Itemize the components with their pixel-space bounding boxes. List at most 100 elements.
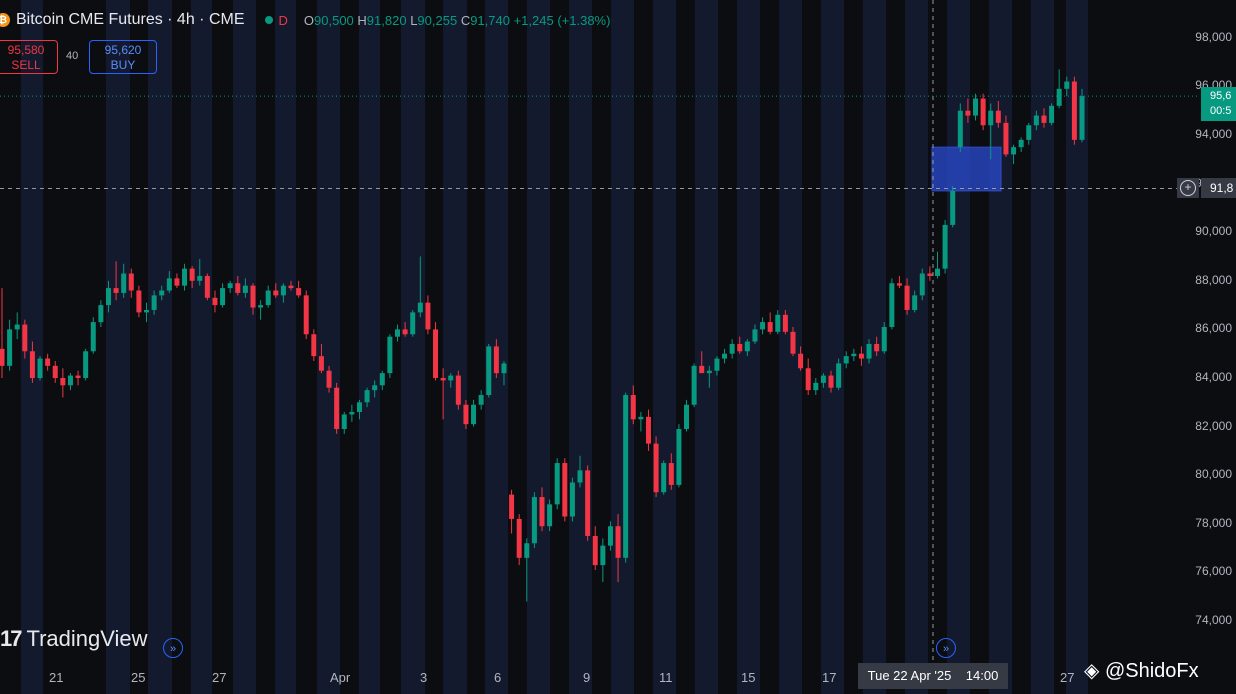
candle	[197, 258, 203, 286]
session-band	[611, 0, 634, 694]
candle-body	[105, 288, 111, 306]
candle-body	[0, 348, 5, 366]
candle-body	[379, 373, 385, 386]
candle-body	[919, 273, 925, 296]
candle	[607, 521, 613, 551]
candle	[820, 373, 826, 388]
candle-body	[440, 378, 446, 381]
spread-value: 40	[66, 50, 79, 62]
candle	[737, 336, 743, 354]
candle-body	[798, 353, 804, 369]
candle	[394, 324, 400, 342]
candle	[227, 280, 233, 293]
candle	[90, 317, 96, 354]
candle-body	[166, 278, 172, 291]
candle-body	[144, 309, 150, 313]
candle	[912, 290, 918, 313]
candle-body	[706, 370, 712, 374]
candle	[554, 458, 560, 510]
candle	[714, 356, 720, 376]
candle	[7, 319, 13, 371]
candle	[676, 424, 682, 488]
candle-body	[896, 283, 902, 286]
symbol-title[interactable]: Bitcoin CME Futures · 4h · CME	[16, 11, 245, 28]
candle-body	[1003, 122, 1009, 155]
candle	[1041, 108, 1047, 128]
candle-body	[942, 224, 948, 269]
candle-body	[60, 378, 66, 386]
session-band	[527, 0, 550, 694]
candle	[585, 465, 591, 541]
candle-body	[866, 343, 872, 359]
candle	[531, 492, 537, 549]
candle-body	[950, 190, 956, 225]
reference-lines	[0, 0, 1200, 660]
candle	[843, 351, 849, 369]
candle	[684, 399, 690, 432]
candle	[547, 499, 553, 532]
candle	[1003, 115, 1009, 157]
candle-body	[417, 302, 423, 313]
candle	[121, 263, 127, 298]
candle	[1026, 122, 1032, 145]
sell-button[interactable]: 95,580 SELL	[0, 40, 58, 74]
candle-body	[471, 404, 477, 425]
add-alert-button[interactable]: +	[1177, 178, 1199, 198]
ohlc-readout: O90,500 H91,820 L90,255 C91,740 +1,245 (…	[303, 12, 611, 28]
candle-body	[189, 268, 195, 281]
time-label: 25	[131, 670, 146, 685]
candle	[113, 261, 119, 301]
buy-price: 95,620	[104, 43, 142, 57]
candle	[798, 346, 804, 371]
candle-body	[387, 336, 393, 374]
diamond-logo-icon: ◈	[1084, 660, 1100, 682]
candle	[258, 300, 264, 320]
candle	[957, 103, 963, 153]
candle	[250, 283, 256, 315]
candle-body	[691, 365, 697, 405]
candle	[486, 343, 492, 398]
candle-body	[615, 526, 621, 558]
candle-body	[113, 288, 119, 293]
time-label: 27	[1060, 670, 1075, 685]
candle	[1056, 69, 1062, 109]
candle-body	[851, 353, 857, 357]
candle-body	[752, 329, 758, 342]
scroll-to-realtime-icon[interactable]: »	[936, 638, 956, 658]
tradingview-logo[interactable]: 17 TradingView	[0, 626, 148, 651]
session-band	[989, 0, 1012, 694]
candle	[334, 382, 340, 434]
candle	[204, 273, 210, 301]
candle	[661, 460, 667, 495]
candle-body	[311, 334, 317, 357]
candle	[402, 322, 408, 337]
candle-body	[288, 285, 294, 289]
candle-body	[136, 290, 142, 313]
candle	[425, 295, 431, 335]
buy-button[interactable]: 95,620 BUY	[89, 40, 157, 74]
candle-body	[83, 351, 89, 378]
candle	[995, 100, 1001, 128]
candle-body	[242, 285, 248, 293]
candle-body	[782, 314, 788, 332]
candle-body	[14, 324, 20, 330]
candle	[828, 370, 834, 393]
candle	[866, 339, 872, 364]
candle-body	[744, 341, 750, 352]
candle	[1079, 88, 1085, 143]
candles	[0, 69, 1085, 602]
candle	[296, 280, 302, 298]
candle	[1071, 76, 1077, 145]
candle-body	[858, 353, 864, 359]
candle-body	[29, 351, 35, 378]
candle	[448, 373, 454, 388]
candle-body	[433, 329, 439, 378]
symbol-header[interactable]: ₿ Bitcoin CME Futures · 4h · CME D O90,5…	[0, 8, 610, 32]
candle	[75, 370, 81, 386]
scroll-to-start-icon[interactable]: »	[163, 638, 183, 658]
candle	[455, 370, 461, 410]
candle	[722, 348, 728, 364]
candle-body	[874, 343, 880, 352]
